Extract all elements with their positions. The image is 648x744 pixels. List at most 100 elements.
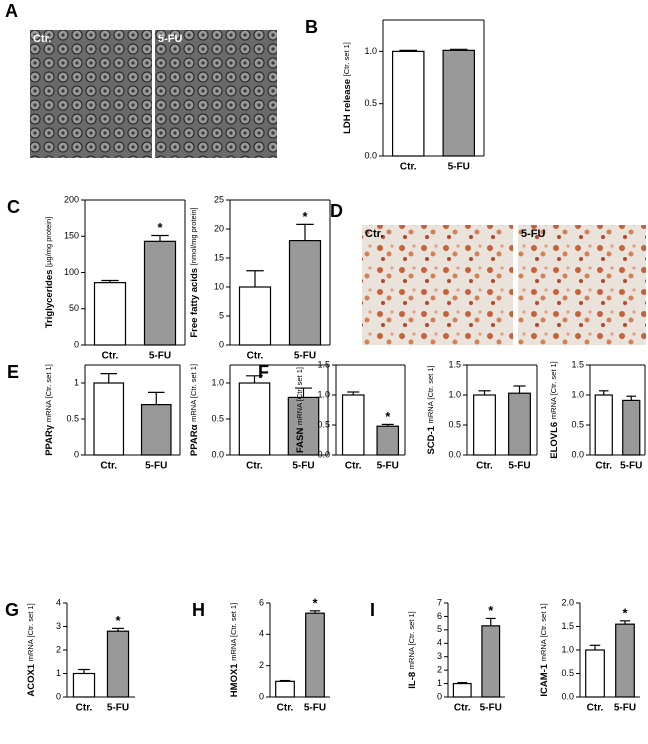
y-tick-label: 7 [437, 597, 442, 607]
micrograph [362, 225, 513, 345]
y-label-name: SCD-1 [426, 425, 437, 454]
y-tick-label: 0.5 [66, 413, 79, 423]
x-tick-label: Ctr. [400, 162, 417, 173]
y-tick-label: 15 [214, 252, 224, 262]
image-label: Ctr. [33, 33, 51, 45]
y-label-name: LDH release [342, 79, 353, 134]
y-tick-label: 1.5 [448, 359, 461, 369]
bar [93, 382, 125, 456]
significance-mark: * [622, 605, 628, 620]
y-axis-label: IL-8 mRNA [Ctr. set 1] [407, 611, 418, 688]
bar [93, 282, 127, 346]
x-tick-label: Ctr. [76, 703, 93, 714]
micrograph [518, 225, 646, 345]
y-axis-label: ACOX1 mRNA [Ctr. set 1] [26, 603, 37, 696]
x-tick-label: 5-FU [149, 351, 171, 362]
bar [376, 425, 400, 456]
bar [594, 394, 613, 456]
y-tick-label: 0.5 [561, 668, 574, 678]
x-tick-label: Ctr. [476, 461, 493, 472]
y-tick-label: 1.0 [211, 377, 224, 387]
y-axis-label: HMOX1 mRNA [Ctr. set 1] [229, 603, 240, 697]
y-label-name: ELOVL6 [549, 422, 560, 459]
y-tick-label: 50 [69, 303, 79, 313]
x-tick-label: 5-FU [448, 162, 470, 173]
y-label-unit: [µg/mg protein] [44, 217, 53, 267]
significance-mark: * [385, 409, 391, 424]
y-tick-label: 1.5 [571, 359, 584, 369]
significance-mark: * [157, 220, 163, 235]
y-tick-label: 0.0 [561, 691, 574, 701]
y-tick-label: 0.0 [364, 150, 377, 160]
x-tick-label: 5-FU [145, 461, 167, 472]
y-tick-label: 5 [219, 310, 224, 320]
y-tick-label: 20 [214, 223, 224, 233]
y-tick-label: 1.0 [364, 46, 377, 56]
y-label-unit: mRNA [Ctr. set 1] [407, 611, 416, 669]
y-axis-label: PPARα mRNA [Ctr. set 1] [189, 364, 200, 456]
y-tick-label: 0 [74, 449, 79, 459]
image-label: 5-FU [158, 33, 183, 45]
x-tick-label: 5-FU [377, 461, 399, 472]
bar [106, 630, 130, 698]
x-tick-label: 5-FU [107, 703, 129, 714]
y-tick-label: 1.5 [317, 359, 330, 369]
y-tick-label: 10 [214, 281, 224, 291]
y-label-unit: mRNA [Ctr. set 1] [189, 364, 198, 422]
bar [615, 623, 635, 698]
panel-letter: I [370, 600, 375, 620]
y-axis-label: FASN mRNA [Ctr. set 1] [295, 367, 306, 453]
significance-mark: * [302, 209, 308, 224]
y-tick-label: 0 [56, 691, 61, 701]
y-label-name: ICAM-1 [539, 663, 550, 696]
x-tick-label: Ctr. [246, 461, 263, 472]
y-axis-label: PPARγ mRNA [Ctr. set 1] [44, 364, 55, 456]
y-tick-label: 0.0 [211, 449, 224, 459]
y-tick-label: 1.0 [317, 389, 330, 399]
y-tick-label: 1 [56, 668, 61, 678]
bar [288, 240, 322, 346]
x-tick-label: Ctr. [247, 351, 264, 362]
y-tick-label: 1 [437, 678, 442, 688]
y-label-name: PPARγ [44, 424, 55, 456]
x-tick-label: Ctr. [277, 703, 294, 714]
y-tick-label: 5 [437, 624, 442, 634]
bar [275, 680, 295, 698]
panel-letter: H [192, 600, 205, 620]
bar [238, 286, 272, 346]
y-tick-label: 3 [437, 651, 442, 661]
bar [622, 399, 641, 456]
y-tick-label: 0.0 [317, 449, 330, 459]
y-tick-label: 6 [259, 597, 264, 607]
y-tick-label: 4 [56, 597, 61, 607]
micrograph [30, 30, 152, 158]
y-label-unit: mRNA [Ctr. set 1] [539, 603, 548, 661]
y-tick-label: 200 [64, 194, 79, 204]
y-label-unit: mRNA [Ctr. set 1] [229, 603, 238, 661]
y-tick-label: 2 [259, 660, 264, 670]
y-label-unit: [nmol/mg protein] [189, 207, 198, 265]
panel-letter: F [258, 362, 269, 382]
x-tick-label: Ctr. [587, 703, 604, 714]
y-tick-label: 0 [219, 339, 224, 349]
x-tick-label: 5-FU [294, 351, 316, 362]
y-label-name: Free fatty acids [189, 268, 200, 338]
x-tick-label: Ctr. [102, 351, 119, 362]
bar [391, 50, 425, 157]
y-axis-label: ELOVL6 mRNA [Ctr. set 1] [549, 361, 560, 459]
x-tick-label: Ctr. [454, 703, 471, 714]
significance-mark: * [115, 613, 121, 628]
bar [140, 404, 172, 456]
y-label-name: ACOX1 [26, 663, 37, 696]
y-tick-label: 2.0 [561, 597, 574, 607]
y-label-name: HMOX1 [229, 663, 240, 698]
micrograph [155, 30, 277, 158]
y-tick-label: 0.5 [571, 419, 584, 429]
y-label-unit: mRNA [Ctr. set 1] [44, 364, 53, 422]
significance-mark: * [312, 595, 318, 610]
y-axis-label: SCD-1 mRNA [Ctr. set 1] [426, 365, 437, 454]
y-axis-label: Free fatty acids [nmol/mg protein] [189, 207, 200, 337]
x-tick-label: 5-FU [614, 703, 636, 714]
y-tick-label: 2 [56, 644, 61, 654]
